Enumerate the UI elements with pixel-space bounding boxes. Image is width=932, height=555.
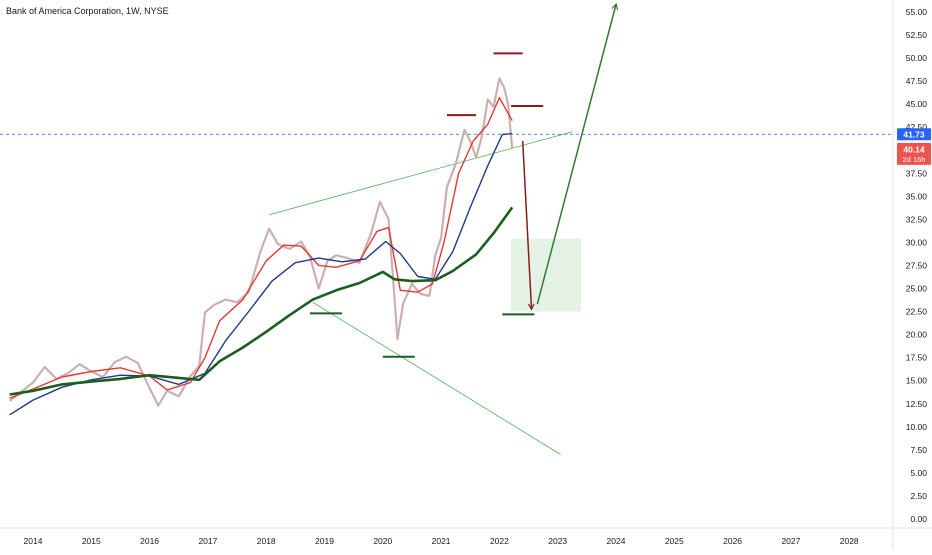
y-tick-label: 37.50 xyxy=(906,168,928,178)
x-tick-label: 2025 xyxy=(665,536,684,546)
price-series-inner xyxy=(9,77,513,406)
current-price-badge xyxy=(897,128,931,141)
bar-countdown-label: 2d 16h xyxy=(903,155,926,164)
y-tick-label: 25.00 xyxy=(906,284,928,294)
x-tick-label: 2019 xyxy=(315,536,334,546)
y-tick-label: 22.50 xyxy=(906,307,928,317)
x-tick-label: 2021 xyxy=(432,536,451,546)
y-tick-label: 35.00 xyxy=(906,191,928,201)
y-tick-label: 30.00 xyxy=(906,237,928,247)
last-price-label: 40.14 xyxy=(903,144,925,154)
y-tick-label: 7.50 xyxy=(910,445,927,455)
current-price-label: 41.73 xyxy=(903,130,925,140)
y-tick-label: 2.50 xyxy=(910,491,927,501)
y-tick-label: 50.00 xyxy=(906,53,928,63)
price-series xyxy=(9,77,514,407)
y-tick-label: 55.00 xyxy=(906,7,928,17)
y-tick-label: 15.00 xyxy=(906,376,928,386)
y-tick-label: 27.50 xyxy=(906,260,928,270)
y-tick-label: 5.00 xyxy=(910,468,927,478)
y-tick-label: 10.00 xyxy=(906,422,928,432)
down-projection-arrow xyxy=(521,140,532,309)
y-tick-label: 42.50 xyxy=(906,122,928,132)
target-zone xyxy=(511,238,582,312)
y-tick-label: 45.00 xyxy=(906,99,928,109)
x-tick-label: 2024 xyxy=(607,536,626,546)
y-tick-label: 32.50 xyxy=(906,214,928,224)
x-tick-label: 2022 xyxy=(490,536,509,546)
x-tick-label: 2028 xyxy=(840,536,859,546)
x-tick-label: 2016 xyxy=(140,536,159,546)
moving-average-3 xyxy=(9,206,514,396)
up-projection-arrow xyxy=(536,5,616,305)
moving-average-1 xyxy=(9,96,513,399)
x-tick-label: 2018 xyxy=(257,536,276,546)
x-tick-label: 2017 xyxy=(198,536,217,546)
y-tick-label: 0.00 xyxy=(910,514,927,524)
y-tick-label: 47.50 xyxy=(906,76,928,86)
last-price-badge xyxy=(897,142,931,165)
x-tick-label: 2027 xyxy=(781,536,800,546)
x-tick-label: 2014 xyxy=(24,536,43,546)
x-tick-label: 2026 xyxy=(723,536,742,546)
x-tick-label: 2020 xyxy=(373,536,392,546)
lower-trendline xyxy=(312,301,561,455)
x-tick-label: 2015 xyxy=(82,536,101,546)
x-tick-label: 2023 xyxy=(548,536,567,546)
y-tick-label: 12.50 xyxy=(906,399,928,409)
upper-trendline xyxy=(268,131,573,216)
y-tick-label: 17.50 xyxy=(906,353,928,363)
y-tick-label: 20.00 xyxy=(906,330,928,340)
y-tick-label: 52.50 xyxy=(906,30,928,40)
moving-average-2 xyxy=(9,132,513,416)
chart-title: Bank of America Corporation, 1W, NYSE xyxy=(6,6,169,16)
